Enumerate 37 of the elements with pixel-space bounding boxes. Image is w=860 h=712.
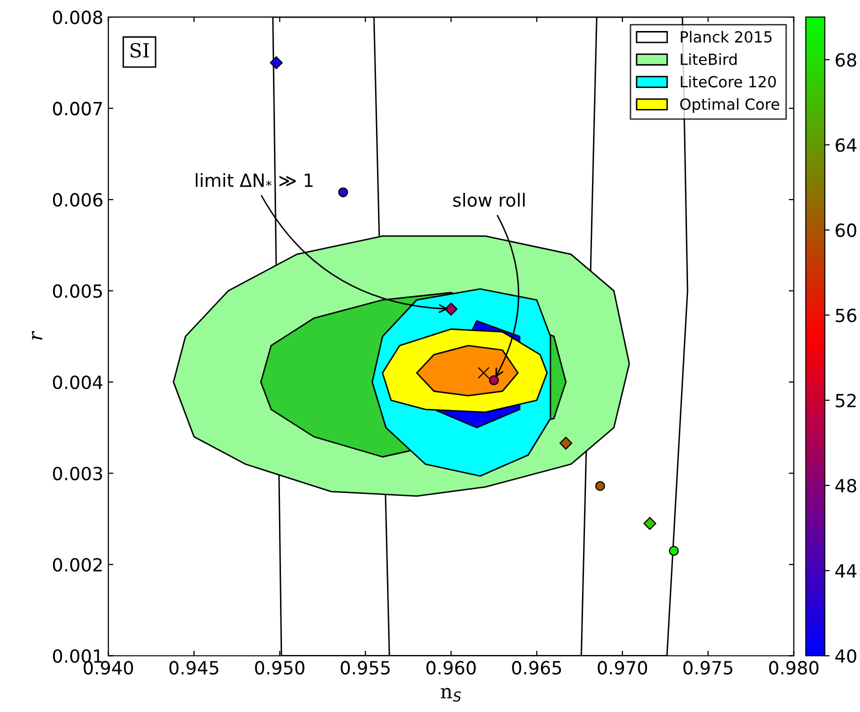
x-tick-label: 0.950 <box>255 660 304 675</box>
x-tick-label: 0.970 <box>598 660 648 675</box>
color-bar-label: 60 <box>836 223 856 238</box>
x-tick-label: 0.945 <box>169 660 218 675</box>
y-tick-label: 0.004 <box>53 376 102 390</box>
x-tick-label: 0.955 <box>340 660 390 675</box>
legend-label: LiteCore 120 <box>680 76 776 88</box>
y-tick-label: 0.006 <box>53 193 102 207</box>
y-tick-label: 0.002 <box>53 558 102 572</box>
point <box>270 56 283 70</box>
y-tick-label: 0.005 <box>53 284 102 298</box>
x-tick-label: 0.980 <box>769 660 818 675</box>
y-tick-label: 0.008 <box>53 10 102 24</box>
x-tick-label: 0.975 <box>683 660 732 675</box>
point <box>643 517 656 530</box>
color-bar-label: 68 <box>836 53 856 67</box>
y-tick-label: 0.001 <box>53 649 102 663</box>
legend-label: Planck 2015 <box>680 30 772 43</box>
color-bar-label: 52 <box>836 394 856 408</box>
legend-label: Optimal Core <box>680 98 780 113</box>
y-tick-label: 0.007 <box>53 102 102 116</box>
y-axis-title: r <box>32 330 42 340</box>
point <box>478 366 490 379</box>
x-axis-title: n$_{S}$ <box>440 688 461 702</box>
color-bar-label: 56 <box>836 308 856 322</box>
color-bar-label: 64 <box>836 138 856 152</box>
annotation: slow roll <box>453 192 525 207</box>
x-tick-label: 0.960 <box>426 660 476 675</box>
x-tick-label: 0.965 <box>512 660 562 675</box>
color-bar-label: 48 <box>835 478 856 493</box>
annotation: SI <box>130 42 149 58</box>
color-bar-label: 44 <box>835 564 856 578</box>
annotation: limit ΔN$_{*}$ ≫ 1 <box>196 173 313 187</box>
color-bar-label: 40 <box>835 649 856 663</box>
x-tick-label: 0.940 <box>84 660 134 675</box>
legend-label: LiteBird <box>680 53 737 66</box>
y-tick-label: 0.003 <box>53 466 102 480</box>
